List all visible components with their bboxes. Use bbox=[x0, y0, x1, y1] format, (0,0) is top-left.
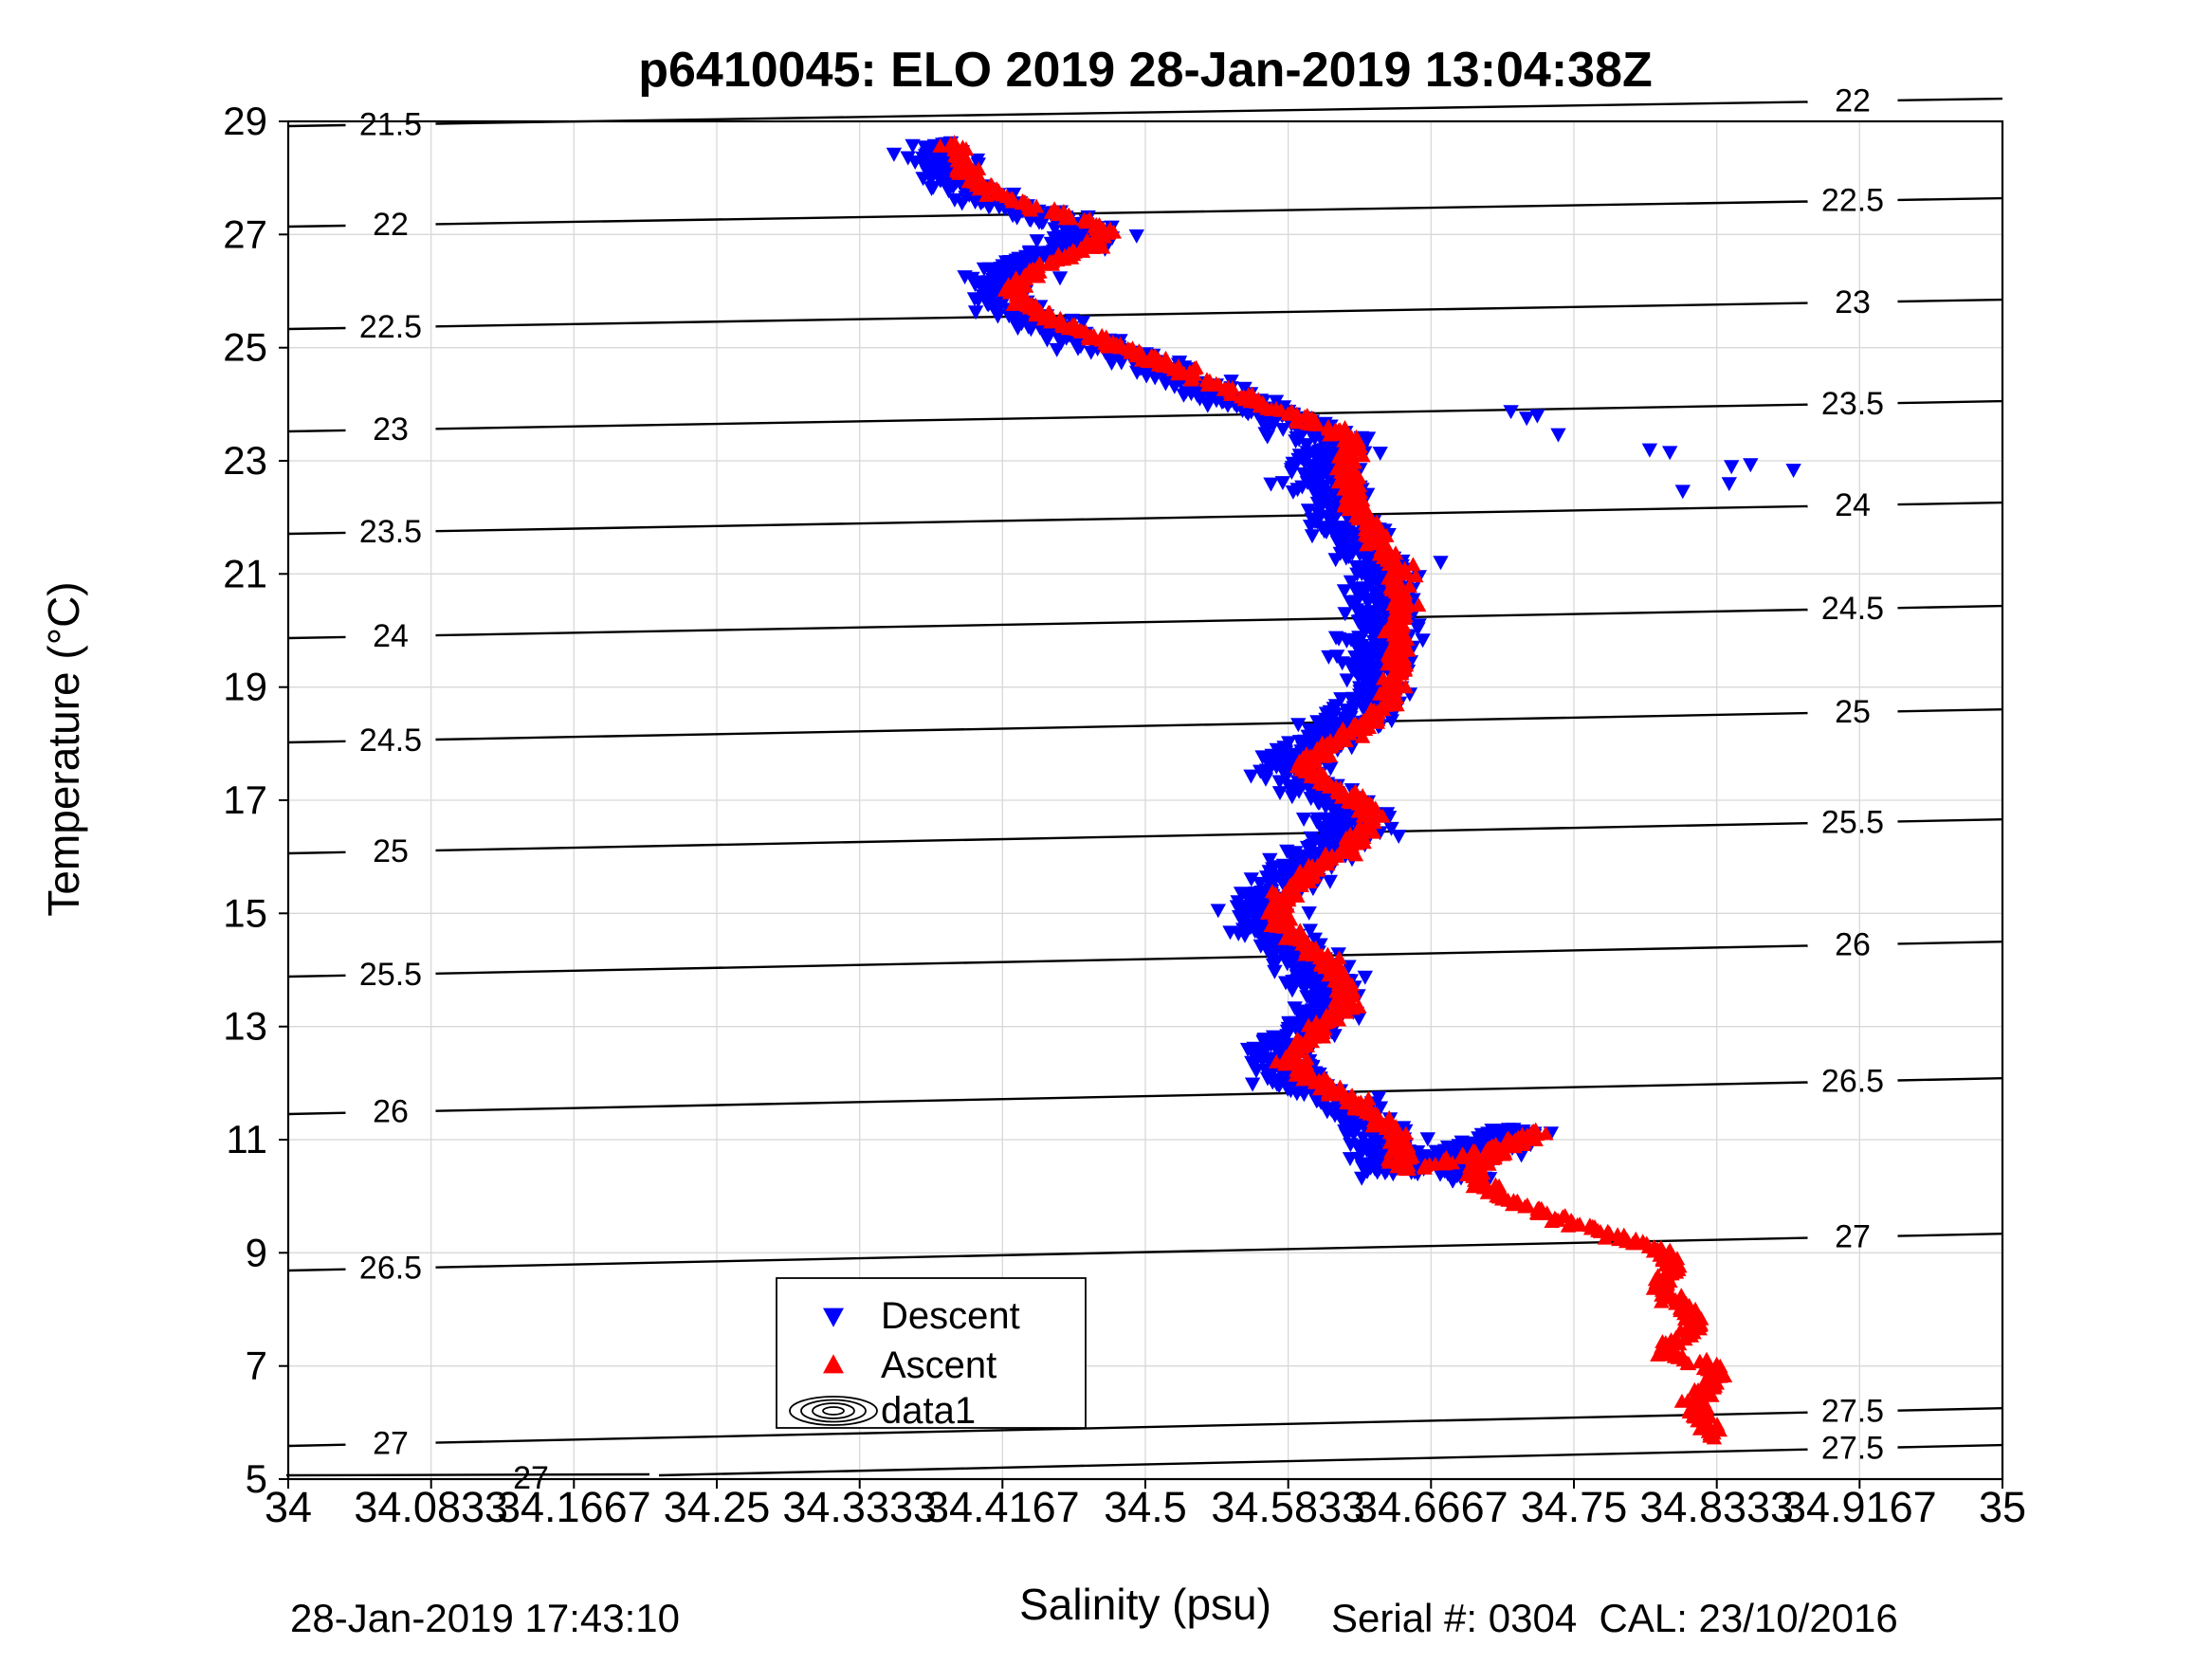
svg-text:23.5: 23.5 bbox=[359, 514, 422, 550]
svg-text:26: 26 bbox=[1835, 926, 1871, 962]
svg-text:Descent: Descent bbox=[881, 1295, 1020, 1337]
svg-text:22.5: 22.5 bbox=[1821, 183, 1884, 219]
svg-text:23: 23 bbox=[223, 438, 267, 483]
svg-text:35: 35 bbox=[1979, 1483, 2026, 1531]
svg-text:34.3333: 34.3333 bbox=[782, 1483, 937, 1531]
svg-text:34.75: 34.75 bbox=[1521, 1483, 1628, 1531]
svg-text:27.5: 27.5 bbox=[1821, 1431, 1884, 1467]
svg-text:11: 11 bbox=[226, 1117, 267, 1161]
svg-text:27: 27 bbox=[223, 211, 267, 256]
svg-text:34.9167: 34.9167 bbox=[1782, 1483, 1937, 1531]
svg-text:23: 23 bbox=[1835, 284, 1871, 320]
svg-text:34.5: 34.5 bbox=[1104, 1483, 1187, 1531]
svg-text:13: 13 bbox=[223, 1004, 267, 1049]
svg-text:34.25: 34.25 bbox=[664, 1483, 771, 1531]
svg-text:27: 27 bbox=[373, 1426, 409, 1462]
svg-text:24: 24 bbox=[1835, 487, 1871, 523]
svg-text:34.0833: 34.0833 bbox=[354, 1483, 508, 1531]
svg-text:5: 5 bbox=[246, 1456, 267, 1501]
svg-text:data1: data1 bbox=[881, 1390, 976, 1432]
svg-text:15: 15 bbox=[223, 890, 267, 935]
svg-text:34.8333: 34.8333 bbox=[1639, 1483, 1794, 1531]
svg-text:25.5: 25.5 bbox=[1821, 804, 1884, 840]
svg-text:27.5: 27.5 bbox=[1821, 1394, 1884, 1430]
svg-text:7: 7 bbox=[246, 1344, 267, 1388]
svg-text:23.5: 23.5 bbox=[1821, 386, 1884, 422]
svg-text:21.5: 21.5 bbox=[359, 106, 422, 142]
svg-text:19: 19 bbox=[223, 665, 267, 709]
svg-text:26.5: 26.5 bbox=[1821, 1064, 1884, 1100]
svg-text:34.1667: 34.1667 bbox=[497, 1483, 651, 1531]
svg-text:34: 34 bbox=[265, 1483, 312, 1531]
svg-text:25: 25 bbox=[1835, 694, 1871, 730]
svg-text:22.5: 22.5 bbox=[359, 309, 422, 345]
svg-text:27: 27 bbox=[1835, 1219, 1871, 1255]
svg-text:34.5833: 34.5833 bbox=[1211, 1483, 1365, 1531]
svg-text:24: 24 bbox=[373, 618, 409, 654]
svg-text:29: 29 bbox=[223, 99, 267, 143]
svg-text:26: 26 bbox=[373, 1094, 409, 1130]
svg-text:26.5: 26.5 bbox=[359, 1251, 422, 1287]
svg-text:24.5: 24.5 bbox=[359, 722, 422, 759]
svg-text:22: 22 bbox=[373, 207, 409, 243]
svg-text:25: 25 bbox=[373, 833, 409, 869]
svg-text:23: 23 bbox=[373, 411, 409, 448]
svg-text:9: 9 bbox=[246, 1230, 267, 1274]
svg-text:25: 25 bbox=[223, 325, 267, 370]
svg-text:Ascent: Ascent bbox=[881, 1344, 996, 1386]
svg-text:24.5: 24.5 bbox=[1821, 591, 1884, 627]
svg-text:34.4167: 34.4167 bbox=[925, 1483, 1080, 1531]
svg-text:25.5: 25.5 bbox=[359, 957, 422, 993]
svg-text:17: 17 bbox=[223, 777, 267, 822]
svg-text:21: 21 bbox=[223, 551, 267, 595]
svg-text:34.6667: 34.6667 bbox=[1354, 1483, 1508, 1531]
